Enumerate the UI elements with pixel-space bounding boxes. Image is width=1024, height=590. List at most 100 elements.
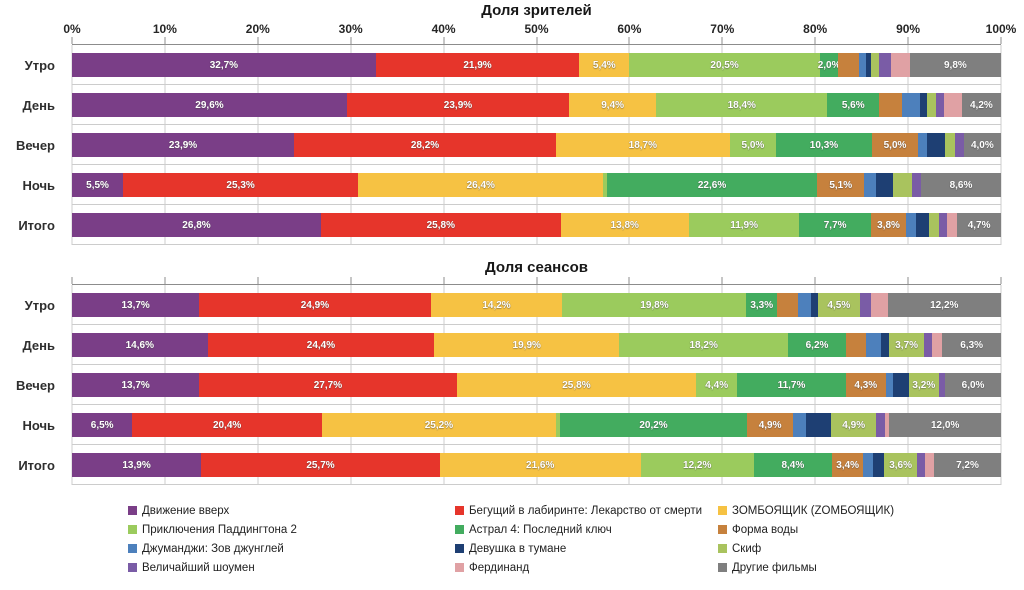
- bar-segment: 4,0%: [963, 133, 1001, 157]
- bar-segment: [923, 333, 933, 357]
- bar-segment: [955, 133, 964, 157]
- bar-segment: 26,8%: [72, 213, 321, 237]
- segment-value-label: 23,9%: [443, 99, 473, 111]
- axis-tick-label: 80%: [803, 22, 828, 36]
- bar-segment: 23,9%: [72, 133, 295, 157]
- bar-segment: [901, 93, 921, 117]
- bar-segment: 26,4%: [358, 173, 604, 197]
- segment-value-label: 27,7%: [313, 379, 343, 391]
- axis-tick-mark: [721, 277, 723, 284]
- segment-value-label: 26,4%: [466, 179, 495, 191]
- segment-value-label: 3,6%: [889, 459, 912, 471]
- category-band: Итого 26,8% 25,8% 13,8% 11,9% 7,7% 3,8% 4,7%: [18, 205, 1001, 245]
- axis-tick-mark: [164, 37, 166, 44]
- segment-value-label: 6,5%: [90, 419, 114, 431]
- bar-segment: [885, 373, 894, 397]
- segment-value-label: 6,2%: [805, 339, 829, 351]
- segment-value-label: 25,3%: [226, 179, 255, 191]
- bar-segment: [932, 333, 943, 357]
- bar-segment: 12,2%: [640, 453, 754, 477]
- bar-segment: 2,0%: [818, 53, 841, 77]
- category-band: Ночь 5,5% 25,3% 26,4% 22,6% 5,1% 8,6%: [22, 165, 1001, 205]
- legend-swatch: [128, 563, 137, 572]
- segment-value-label: 24,9%: [300, 299, 330, 311]
- segment-value-label: 20,4%: [212, 419, 242, 431]
- axis-tick-mark: [257, 277, 259, 284]
- stacked-bar: 32,7% 21,9% 5,4% 20,5% 2,0% 9,8%: [72, 53, 1001, 77]
- bar-segment: 6,2%: [788, 333, 846, 357]
- bar-segment: 19,8%: [562, 293, 747, 317]
- bar-segment: [870, 53, 880, 77]
- axis-tick-label: 10%: [152, 22, 177, 36]
- segment-value-label: 6,0%: [961, 379, 985, 391]
- segment-value-label: 3,3%: [750, 299, 774, 311]
- segment-value-label: 25,8%: [562, 379, 591, 391]
- axis-line: [71, 37, 1002, 45]
- legend-item: Девушка в тумане: [455, 543, 718, 555]
- segment-value-label: 26,8%: [182, 219, 211, 231]
- bar-segment: [555, 413, 560, 437]
- segment-value-label: 18,7%: [628, 139, 658, 151]
- bar-segment: [603, 173, 608, 197]
- bar-segment: [916, 213, 930, 237]
- segment-value-label: 29,6%: [195, 99, 224, 111]
- legend-item: Джуманджи: Зов джунглей: [128, 543, 455, 555]
- bands: Утро 32,7% 21,9% 5,4% 20,5% 2,0% 9,8% День 29,6%…: [16, 45, 1001, 245]
- bar-segment: [917, 453, 925, 477]
- segment-value-label: 4,5%: [827, 299, 851, 311]
- bar-segment: [935, 93, 945, 117]
- bar-segment: [893, 173, 912, 197]
- chart-body: Утро 13,7% 24,9% 14,2% 19,8% 3,3% 4,5% 12,2% Ден…: [16, 277, 1002, 485]
- bar-segment: 8,6%: [921, 173, 1001, 197]
- legend-item: Бегущий в лабиринте: Лекарство от смерти: [455, 505, 718, 517]
- segment-value-label: 14,6%: [125, 339, 154, 351]
- legend-swatch: [455, 544, 464, 553]
- segment-value-label: 5,4%: [592, 59, 616, 71]
- category-label: Вечер: [15, 137, 55, 153]
- bar-segment: [858, 53, 867, 77]
- segment-value-label: 21,6%: [526, 459, 555, 471]
- sessions-share-chart: Доля сеансов Утро 13,7% 24,9% 14,2% 19,8% 3,3…: [0, 259, 1024, 485]
- bar-segment: 27,7%: [199, 373, 457, 397]
- segment-value-label: 25,7%: [306, 459, 335, 471]
- category-label: Вечер: [15, 377, 55, 393]
- stacked-bar: 5,5% 25,3% 26,4% 22,6% 5,1% 8,6%: [72, 173, 1001, 197]
- segment-value-label: 8,6%: [949, 179, 973, 191]
- bar-segment: 9,4%: [568, 93, 657, 117]
- category-label: Ночь: [22, 177, 55, 193]
- segment-value-label: 3,2%: [912, 379, 936, 391]
- segment-value-label: 23,9%: [168, 139, 198, 151]
- bands: Утро 13,7% 24,9% 14,2% 19,8% 3,3% 4,5% 12,2% Ден…: [16, 285, 1001, 485]
- bar-segment: [845, 333, 867, 357]
- segment-value-label: 5,6%: [841, 99, 865, 111]
- bar-segment: 3,4%: [831, 453, 864, 477]
- bar-segment: [872, 453, 884, 477]
- axis-tick-label: 0%: [63, 22, 81, 36]
- bar-segment: 29,6%: [72, 93, 347, 117]
- axis-tick-mark: [536, 277, 537, 284]
- axis-tick-label: 40%: [431, 22, 456, 36]
- bar-segment: 5,4%: [579, 53, 630, 77]
- segment-value-label: 12,0%: [931, 419, 960, 431]
- bar-segment: 5,5%: [72, 173, 124, 197]
- legend-label: Приключения Паддингтона 2: [142, 523, 297, 536]
- bar-segment: 22,6%: [607, 173, 818, 197]
- bar-segment: 18,7%: [555, 133, 730, 157]
- axis-tick-label: 60%: [617, 22, 642, 36]
- bar-segment: 20,5%: [629, 53, 820, 77]
- legend-swatch: [128, 544, 137, 553]
- category-label: Утро: [24, 297, 55, 313]
- category-label: Утро: [24, 57, 55, 73]
- legend-item: Величайший шоумен: [128, 562, 455, 574]
- stacked-bar: 13,7% 24,9% 14,2% 19,8% 3,3% 4,5% 12,2%: [72, 293, 1001, 317]
- bar-segment: 8,4%: [753, 453, 832, 477]
- legend-swatch: [718, 525, 727, 534]
- bar-segment: [866, 333, 882, 357]
- legend-item: ЗОМБОЯЩИК (ZОМБОЯЩИК): [718, 505, 1024, 517]
- segment-value-label: 4,4%: [705, 379, 729, 391]
- bar-segment: 5,6%: [827, 93, 880, 117]
- axis-tick-mark: [628, 37, 630, 44]
- bar-segment: [876, 413, 885, 437]
- axis-tick-mark: [350, 37, 352, 44]
- axis-tick-mark: [814, 37, 816, 44]
